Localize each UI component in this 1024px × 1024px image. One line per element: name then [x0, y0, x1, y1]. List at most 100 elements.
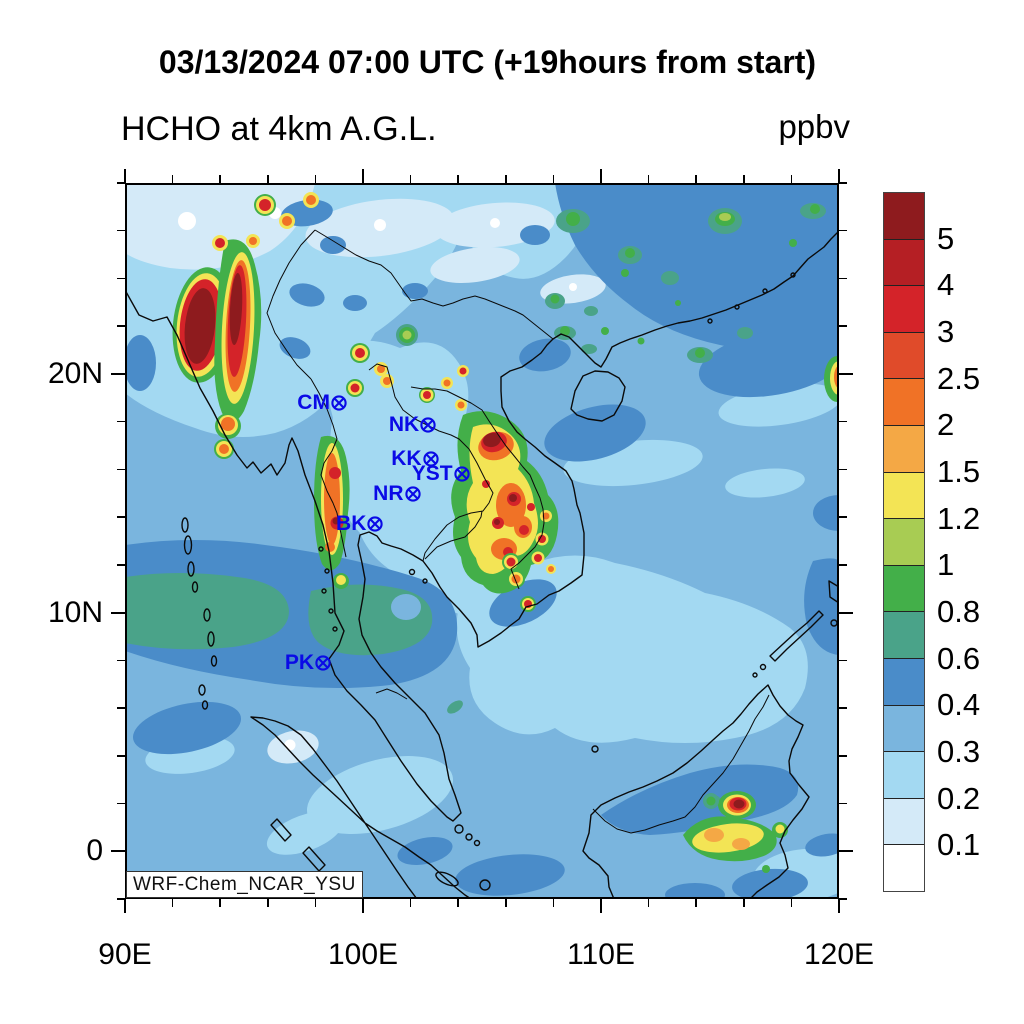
station-marker-icon	[366, 515, 384, 533]
axis-tick	[117, 468, 125, 471]
colorbar-cell	[884, 238, 924, 286]
axis-tick	[600, 169, 602, 183]
colorbar-tick-label: 1	[937, 547, 955, 583]
contour-fill-layer	[125, 183, 839, 899]
x-axis-label: 90E	[98, 938, 152, 971]
colorbar	[883, 192, 925, 892]
axis-tick	[790, 899, 793, 907]
axis-tick	[111, 611, 125, 614]
axis-tick	[117, 659, 125, 662]
axis-tick	[117, 898, 125, 900]
axis-tick	[117, 325, 125, 327]
hotspot-myanmar	[172, 192, 388, 459]
axis-tick	[117, 564, 125, 566]
axis-tick	[839, 802, 847, 805]
colorbar-tick-label: 0.3	[937, 734, 981, 769]
colorbar-tick-label: 0.6	[937, 640, 981, 676]
station-label: CM	[297, 390, 330, 414]
axis-tick	[839, 516, 847, 518]
axis-tick	[124, 169, 126, 183]
axis-tick	[457, 899, 459, 907]
axis-tick	[839, 659, 847, 662]
axis-tick	[314, 175, 317, 183]
plot-variable-title: HCHO at 4km A.G.L.	[121, 110, 437, 148]
station-marker-icon	[404, 485, 422, 503]
axis-tick	[117, 707, 125, 709]
axis-tick	[111, 850, 125, 853]
station-label: YST	[411, 462, 453, 486]
axis-tick	[457, 175, 459, 183]
axis-tick	[505, 175, 507, 183]
colorbar-cell	[884, 564, 924, 612]
colorbar-cell	[884, 331, 924, 379]
colorbar-cell	[884, 193, 924, 239]
axis-tick	[117, 755, 125, 757]
axis-tick	[839, 420, 847, 423]
axis-tick	[552, 899, 555, 907]
hotspot-vietnam-laos	[451, 411, 559, 612]
plot-timestamp-title: 03/13/2024 07:00 UTC (+19hours from star…	[158, 44, 817, 80]
axis-tick	[117, 229, 125, 232]
axis-tick	[839, 898, 847, 900]
colorbar-tick-label: 1.5	[937, 454, 981, 489]
colorbar-tick-label: 3	[937, 314, 955, 349]
colorbar-tick-label: 0.4	[937, 687, 981, 723]
colorbar-cell	[884, 844, 924, 891]
axis-tick	[117, 182, 125, 184]
colorbar-cell	[884, 471, 924, 519]
colorbar-tick-label: 2.5	[937, 360, 981, 396]
axis-tick	[409, 175, 412, 183]
axis-tick	[839, 325, 847, 327]
axis-tick	[839, 755, 847, 757]
colorbar-cell	[884, 797, 924, 845]
axis-tick	[839, 850, 853, 853]
axis-tick	[647, 175, 650, 183]
axis-tick	[839, 707, 847, 709]
colorbar-units-label: ppbv	[778, 108, 850, 145]
axis-tick	[839, 277, 847, 280]
station-marker-icon	[314, 654, 332, 672]
axis-tick	[839, 372, 853, 375]
axis-tick	[219, 175, 221, 183]
colorbar-tick-label: 2	[937, 407, 955, 443]
axis-tick	[362, 169, 364, 183]
axis-tick	[695, 899, 697, 907]
axis-tick	[171, 899, 174, 907]
axis-tick	[219, 899, 221, 907]
station-label: NR	[373, 481, 404, 505]
axis-tick	[124, 899, 126, 913]
colorbar-tick-label: 0.8	[937, 594, 981, 629]
station-label: BK	[336, 511, 367, 535]
axis-tick	[839, 229, 847, 232]
y-axis-label: 20N	[47, 356, 103, 390]
x-axis-label: 110E	[567, 938, 635, 971]
axis-tick	[647, 899, 650, 907]
axis-tick	[600, 899, 602, 913]
axis-tick	[838, 899, 840, 913]
y-axis-label: 10N	[47, 595, 103, 629]
colorbar-tick-label: 4	[937, 267, 955, 303]
axis-tick	[267, 899, 269, 907]
model-watermark: WRF-Chem_NCAR_YSU	[126, 871, 363, 898]
axis-tick	[171, 175, 174, 183]
colorbar-cell	[884, 704, 924, 752]
colorbar-cell	[884, 611, 924, 658]
axis-tick	[505, 899, 507, 907]
axis-tick	[790, 175, 793, 183]
axis-tick	[111, 372, 125, 375]
colorbar-cell	[884, 285, 924, 332]
colorbar-tick-label: 5	[937, 220, 955, 256]
x-axis-label: 120E	[803, 938, 875, 971]
coastlines	[125, 230, 839, 899]
hotspot-west-thailand	[314, 435, 350, 589]
station-marker-icon	[453, 465, 471, 483]
colorbar-cell	[884, 751, 924, 798]
axis-tick	[314, 899, 317, 907]
y-axis-label: 0	[86, 834, 103, 868]
axis-tick	[839, 468, 847, 471]
colorbar-tick-label: 1.2	[937, 500, 981, 536]
x-axis-label: 100E	[327, 938, 399, 971]
axis-tick	[117, 420, 125, 423]
axis-tick	[695, 175, 697, 183]
hotspot-borneo	[683, 791, 788, 873]
